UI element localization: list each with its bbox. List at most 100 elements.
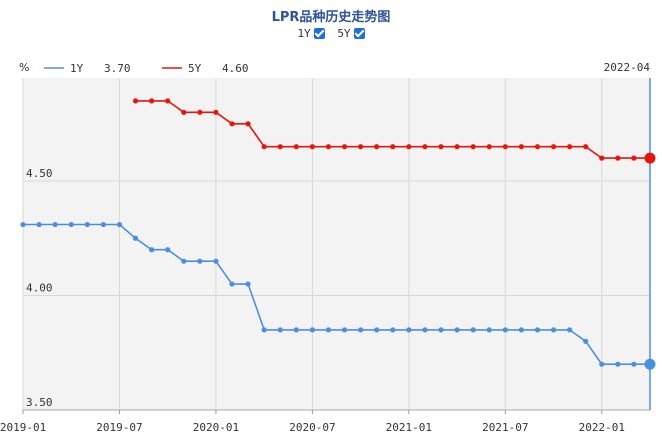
data-point [631, 155, 637, 161]
data-point [341, 144, 348, 150]
data-point [599, 155, 605, 161]
data-point [438, 327, 444, 333]
x-tick-label: 2021-01 [386, 421, 432, 434]
legend-item-5y: 5Y 4.60 [162, 62, 249, 75]
series-line-1y [23, 223, 650, 366]
x-tick-label: 2019-07 [96, 421, 142, 434]
data-point [486, 327, 492, 333]
data-point [567, 144, 573, 150]
legend-series-value: 4.60 [222, 62, 249, 75]
data-point [149, 247, 155, 253]
data-point [534, 327, 541, 333]
data-point [84, 221, 90, 228]
data-point [116, 221, 123, 228]
data-point [583, 144, 589, 150]
data-point [309, 327, 315, 333]
legend: 1Y 3.70 5Y 4.60 [44, 62, 249, 75]
x-tick-label: 2019-01 [0, 421, 46, 434]
data-point [149, 98, 155, 104]
series-1y [20, 221, 656, 370]
data-point [518, 327, 524, 333]
data-point [68, 221, 74, 228]
data-point [567, 327, 573, 333]
x-tick-label: 2022-01 [579, 421, 625, 434]
data-point [261, 144, 267, 150]
data-point [277, 144, 283, 150]
data-point [20, 221, 26, 228]
toggle-5y-checkbox[interactable] [353, 28, 365, 39]
data-point [197, 109, 203, 115]
data-point [470, 327, 476, 333]
x-tick-label: 2021-07 [482, 421, 528, 434]
y-tick-label: 4.00 [26, 282, 53, 295]
data-point [261, 327, 267, 333]
data-point [631, 361, 637, 367]
data-point [550, 327, 557, 333]
y-tick-label: 3.50 [26, 396, 53, 409]
data-point [534, 144, 541, 150]
data-point [213, 258, 219, 264]
data-point [229, 281, 235, 287]
toggle-1y-label: 1Y [297, 27, 311, 40]
x-tick-label: 2020-01 [193, 421, 239, 434]
series-toggles: 1Y 5Y [0, 27, 662, 40]
data-point [229, 121, 235, 127]
data-point [406, 327, 412, 333]
data-point [583, 338, 589, 344]
data-point [358, 327, 364, 333]
legend-series-name: 5Y [188, 62, 202, 75]
data-point [486, 144, 492, 150]
data-point [132, 235, 139, 241]
data-point [325, 327, 332, 333]
legend-series-value: 3.70 [104, 62, 131, 75]
series-layer [20, 98, 656, 370]
data-point [390, 327, 396, 333]
data-point [293, 144, 299, 150]
data-point [470, 144, 476, 150]
data-point [374, 327, 380, 333]
toggle-1y-checkbox[interactable] [313, 28, 325, 39]
data-point [341, 327, 348, 333]
data-point [309, 144, 315, 150]
data-point [502, 144, 508, 150]
data-point [277, 327, 283, 333]
data-point [615, 155, 621, 161]
data-point-highlight [644, 152, 656, 164]
data-point [52, 221, 58, 228]
data-point [325, 144, 332, 150]
y-tick-label: 4.50 [26, 167, 53, 180]
data-point [422, 327, 428, 333]
data-point [245, 281, 251, 287]
toggle-5y-label: 5Y [337, 27, 351, 40]
data-point [181, 258, 187, 264]
data-point [132, 98, 139, 104]
data-point [438, 144, 444, 150]
data-point [406, 144, 412, 150]
data-point [390, 144, 396, 150]
current-period-label: 2022-04 [604, 61, 651, 74]
axes: 3.50 4.00 4.50 2019-01 2019-07 2020-01 2020-07… [0, 78, 651, 434]
data-point [358, 144, 364, 150]
chart-title: LPR品种历史走势图 [271, 10, 391, 25]
data-point [550, 144, 557, 150]
toggle-1y[interactable]: 1Y [297, 27, 325, 40]
legend-series-name: 1Y [70, 62, 84, 75]
data-point [245, 121, 251, 127]
data-point [502, 327, 508, 333]
data-point [293, 327, 299, 333]
data-point [36, 221, 42, 228]
x-tick-label: 2020-07 [289, 421, 335, 434]
data-point [454, 327, 460, 333]
y-unit-label: % [19, 61, 29, 74]
data-point [374, 144, 380, 150]
data-point [518, 144, 524, 150]
data-point-highlight [644, 358, 656, 370]
data-point [165, 247, 171, 253]
data-point [100, 221, 106, 228]
toggle-5y[interactable]: 5Y [337, 27, 365, 40]
data-point [213, 109, 219, 115]
data-point [165, 98, 171, 104]
data-point [197, 258, 203, 264]
